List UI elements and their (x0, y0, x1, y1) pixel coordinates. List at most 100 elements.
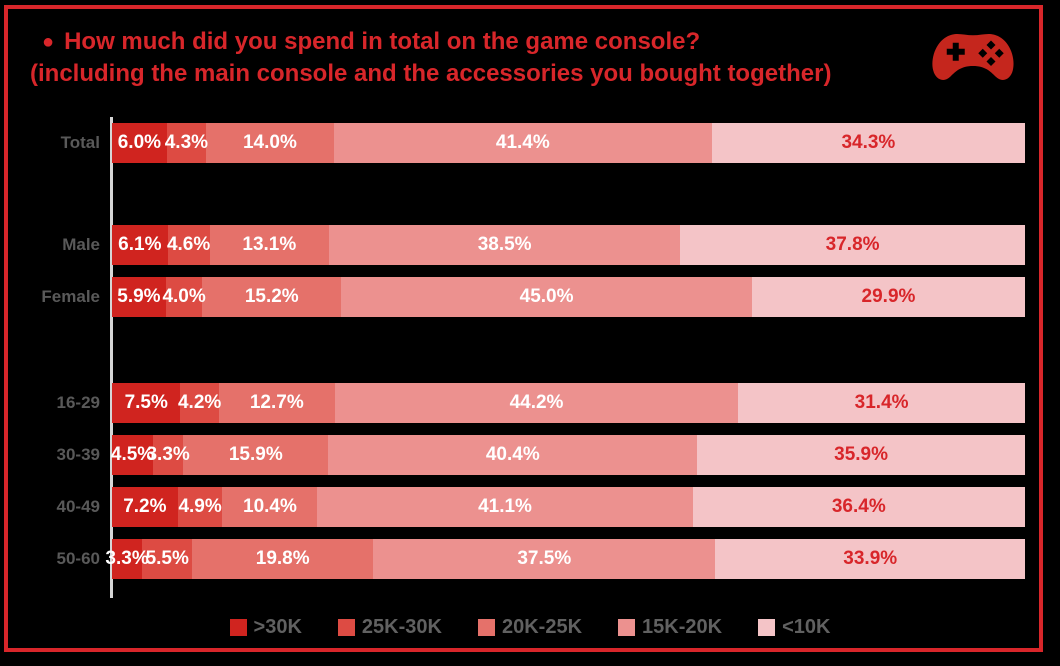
value-label: 6.1% (118, 234, 162, 255)
legend-label: >30K (253, 615, 302, 638)
value-label: 40.4% (485, 444, 540, 465)
category-label: 40-49 (56, 497, 100, 516)
bar-segment: 38.5% (329, 225, 681, 265)
legend-swatch-icon (618, 618, 636, 636)
legend-label: 20K-25K (501, 615, 583, 638)
value-label: 37.5% (517, 548, 572, 569)
page-title: ● How much did you spend in total on the … (30, 26, 890, 89)
bar-segment: 15.9% (183, 435, 329, 475)
bar-row: Female 5.9% 4.0% 15.2% 45.0% 29.9% (41, 277, 1025, 317)
bar-segment: 10.4% (222, 487, 318, 527)
category-label: Female (41, 287, 100, 306)
value-label: 14.0% (242, 132, 297, 153)
legend-swatch-icon (337, 618, 355, 636)
chart-legend: >30K 25K-30K 20K-25K 15K-20K <10K (0, 611, 1060, 643)
value-label: 3.3% (105, 548, 149, 569)
value-label: 12.7% (249, 392, 304, 413)
value-label: 19.8% (255, 548, 310, 569)
bar-row: Male 6.1% 4.6% 13.1% 38.5% 37.8% (62, 225, 1025, 265)
bar-segment: 36.4% (692, 487, 1025, 527)
value-label: 10.4% (243, 496, 297, 517)
title-line-2: (including the main console and the acce… (30, 60, 832, 87)
bar-segment: 37.5% (373, 539, 716, 579)
bar-segment: 14.0% (206, 123, 334, 163)
value-label: 41.4% (495, 132, 550, 153)
bar-segment: 6.0% (112, 123, 167, 163)
category-label: Male (62, 235, 100, 254)
bar-row: 50-60 3.3% 5.5% 19.8% 37.5% 33.9% (57, 539, 1025, 579)
value-label: 4.0% (162, 286, 206, 307)
legend-label: 25K-30K (361, 615, 442, 638)
value-label: 36.4% (831, 496, 886, 517)
bar-segment: 31.4% (738, 383, 1025, 423)
value-label: 45.0% (519, 286, 574, 307)
legend-item: <10K (758, 616, 830, 639)
bar-segment: 4.0% (162, 277, 206, 317)
bar-segment: 34.3% (711, 123, 1025, 163)
bar-row: 30-39 4.5% 3.3% 15.9% 40.4% 35.9% (57, 435, 1025, 475)
bar-segment: 19.8% (192, 539, 374, 579)
bar-segment: 3.3% (105, 539, 149, 579)
bar-segment: 41.4% (333, 123, 712, 163)
bar-segment: 37.8% (680, 225, 1025, 265)
bar-row: Total 6.0% 4.3% 14.0% 41.4% 34.3% (61, 123, 1025, 163)
value-label: 15.9% (228, 444, 283, 465)
bar-segment: 4.5% (110, 435, 155, 475)
category-label: 30-39 (56, 445, 100, 464)
title-text-1: How much did you spend in total on the g… (64, 28, 701, 55)
value-label: 4.3% (164, 132, 209, 153)
legend-item: 15K-20K (618, 616, 722, 639)
category-label: 16-29 (56, 393, 100, 412)
bar-row: 16-29 7.5% 4.2% 12.7% 44.2% 31.4% (57, 383, 1025, 423)
legend-item: >30K (229, 615, 302, 639)
stacked-bar-chart: Total 6.0% 4.3% 14.0% 41.4% 34.3% Male 6.1% 4.6%… (41, 123, 1025, 583)
bar-segment: 40.4% (328, 435, 698, 475)
value-label: 33.9% (843, 548, 898, 569)
value-label: 38.5% (477, 234, 532, 255)
legend-swatch-icon (758, 618, 776, 636)
value-label: 4.5% (110, 444, 155, 465)
bar-segment: 5.5% (142, 539, 193, 579)
category-label: 50-60 (56, 549, 100, 568)
value-label: 4.9% (178, 496, 222, 517)
bar-segment: 15.2% (202, 277, 342, 317)
value-label: 5.9% (117, 286, 161, 307)
bar-segment: 3.3% (146, 435, 190, 475)
bar-segment: 12.7% (218, 383, 335, 423)
y-axis-line (110, 117, 113, 598)
legend-swatch-icon (477, 618, 495, 636)
bar-segment: 41.1% (317, 487, 693, 527)
value-label: 35.9% (834, 444, 889, 465)
value-label: 31.4% (854, 392, 909, 413)
value-label: 7.5% (124, 392, 168, 413)
legend-item: 20K-25K (477, 615, 583, 639)
value-label: 5.5% (145, 548, 189, 569)
bar-segment: 33.9% (715, 539, 1025, 579)
bar-segment: 4.3% (164, 123, 209, 163)
gamepad-icon (932, 33, 1014, 80)
value-label: 34.3% (841, 132, 896, 153)
bar-segment: 7.5% (112, 383, 181, 423)
value-label: 6.0% (117, 132, 162, 153)
bar-row: 40-49 7.2% 4.9% 10.4% 41.1% 36.4% (57, 487, 1025, 527)
value-label: 41.1% (478, 496, 532, 517)
value-label: 13.1% (242, 234, 297, 255)
value-label: 29.9% (861, 286, 916, 307)
value-label: 4.6% (166, 234, 211, 255)
value-label: 44.2% (509, 392, 564, 413)
legend-label: 15K-20K (642, 615, 723, 638)
bar-segment: 29.9% (751, 277, 1025, 317)
legend-label: <10K (782, 615, 831, 638)
bullet-icon: ● (42, 31, 55, 53)
bar-segment: 4.2% (177, 383, 222, 423)
legend-item: 25K-30K (337, 615, 442, 639)
value-label: 15.2% (244, 286, 299, 307)
value-label: 4.2% (177, 392, 222, 413)
category-label: Total (60, 133, 100, 152)
bar-segment: 5.9% (112, 277, 166, 317)
legend-swatch-icon (229, 618, 247, 636)
bar-segment: 6.1% (112, 225, 168, 265)
value-label: 3.3% (146, 444, 190, 465)
bar-segment: 44.2% (334, 383, 739, 423)
